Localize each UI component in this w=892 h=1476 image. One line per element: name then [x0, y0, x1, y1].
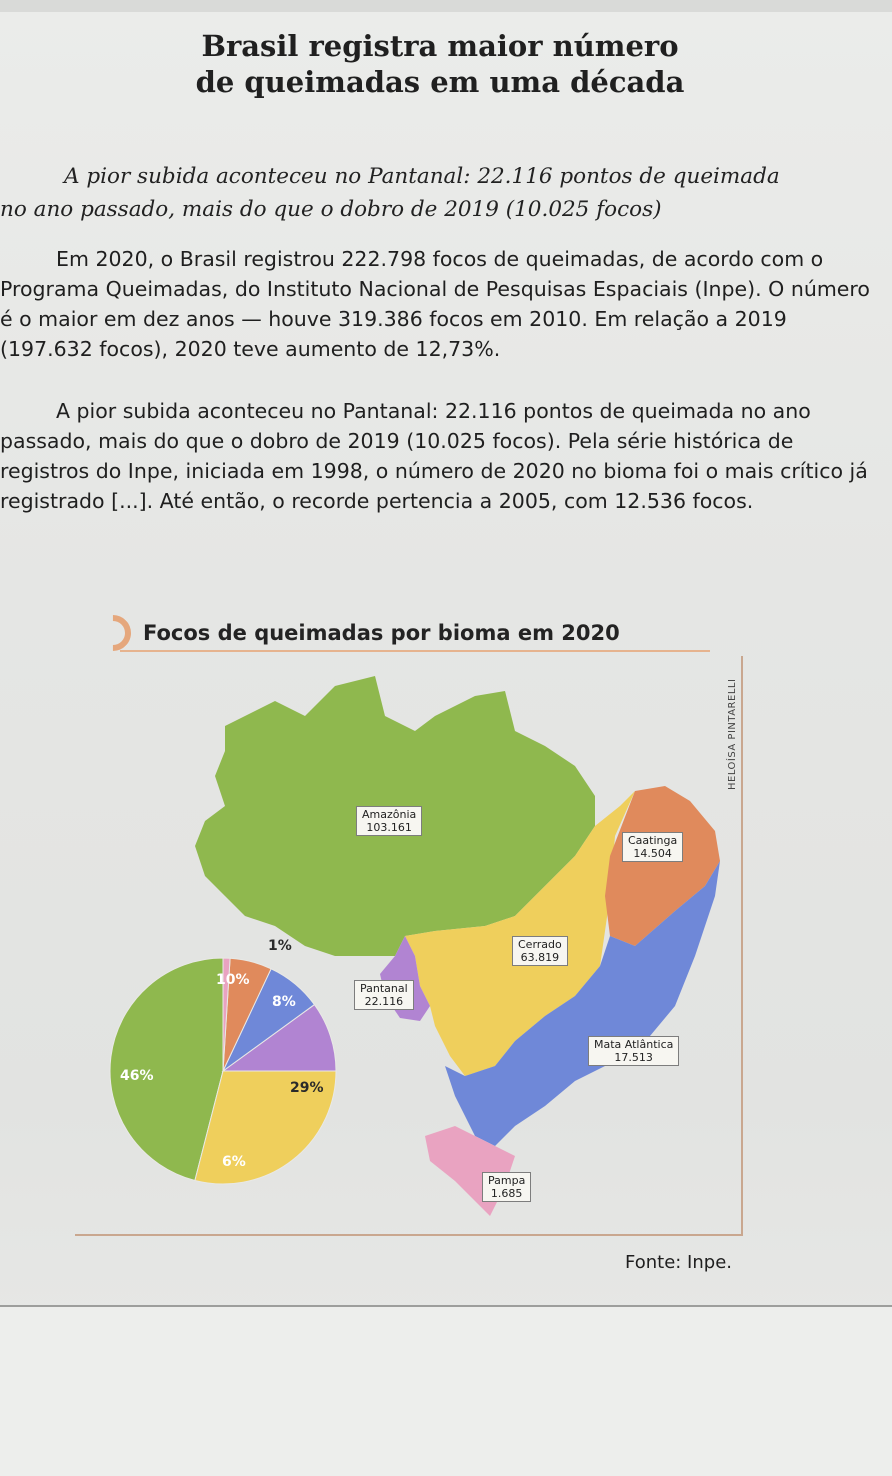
pie-label-mata-atlantica: 8% — [272, 994, 296, 1010]
label-caatinga: Caatinga 14.504 — [622, 832, 684, 862]
pie-label-cerrado: 29% — [290, 1080, 324, 1096]
label-cerrado: Cerrado 63.819 — [512, 936, 568, 966]
article-subtitle: A pior subida aconteceu no Pantanal: 22.… — [0, 160, 872, 226]
label-pantanal: Pantanal 22.116 — [354, 980, 414, 1010]
label-amazonia-value: 103.161 — [366, 821, 412, 834]
article-paragraph-1: Em 2020, o Brasil registrou 222.798 foco… — [0, 247, 870, 361]
title-underline — [120, 650, 710, 652]
biome-map — [109, 676, 720, 1216]
pie-slice-pampa — [222, 957, 231, 1072]
headline-line-2: de queimadas em uma década — [195, 65, 685, 99]
pie-slice-cerrado — [194, 1070, 337, 1185]
pie-label-pampa: 1% — [268, 938, 292, 954]
label-mata-atlantica-name: Mata Atlântica — [594, 1038, 674, 1051]
pie-slice-pantanal — [221, 1003, 337, 1072]
label-pantanal-name: Pantanal — [360, 982, 408, 995]
biome-mata-atlantica — [445, 861, 720, 1146]
label-pantanal-value: 22.116 — [364, 995, 404, 1008]
page-top-edge — [0, 0, 892, 12]
pie-label-amazonia: 46% — [120, 1068, 154, 1084]
label-cerrado-name: Cerrado — [518, 938, 562, 951]
biome-cerrado — [405, 791, 635, 1076]
figure-source: Fonte: Inpe. — [625, 1252, 732, 1273]
label-caatinga-value: 14.504 — [633, 847, 672, 860]
pie-chart — [109, 957, 337, 1185]
label-amazonia-name: Amazônia — [362, 808, 417, 821]
label-mata-atlantica: Mata Atlântica 17.513 — [588, 1036, 680, 1066]
biome-caatinga — [605, 786, 720, 946]
subtitle-line-2: no ano passado, mais do que o dobro de 2… — [0, 197, 662, 222]
label-mata-atlantica-value: 17.513 — [614, 1051, 653, 1064]
label-caatinga-name: Caatinga — [628, 834, 678, 847]
figure-title-text: Focos de queimadas por bioma em 2020 — [143, 621, 620, 645]
label-pampa-value: 1.685 — [490, 1187, 523, 1200]
label-pampa-name: Pampa — [488, 1174, 526, 1187]
headline-line-1: Brasil registra maior número — [201, 29, 679, 63]
pie-label-caatinga: 6% — [222, 1154, 246, 1170]
article-headline: Brasil registra maior número de queimada… — [120, 28, 760, 100]
pie-label-pantanal: 10% — [216, 972, 250, 988]
figure-title: Focos de queimadas por bioma em 2020 — [87, 607, 725, 659]
label-pampa: Pampa 1.685 — [482, 1172, 532, 1202]
pie-slice-amazonia — [109, 957, 224, 1182]
subtitle-line-1: A pior subida aconteceu no Pantanal: 22.… — [64, 164, 780, 189]
figure-frame — [75, 656, 743, 1236]
label-cerrado-value: 63.819 — [520, 951, 560, 964]
page-lower-margin — [0, 1307, 892, 1476]
article-paragraph-2: A pior subida aconteceu no Pantanal: 22.… — [0, 399, 868, 513]
page-bottom-rule — [0, 1305, 892, 1307]
label-amazonia: Amazônia 103.161 — [356, 806, 423, 836]
